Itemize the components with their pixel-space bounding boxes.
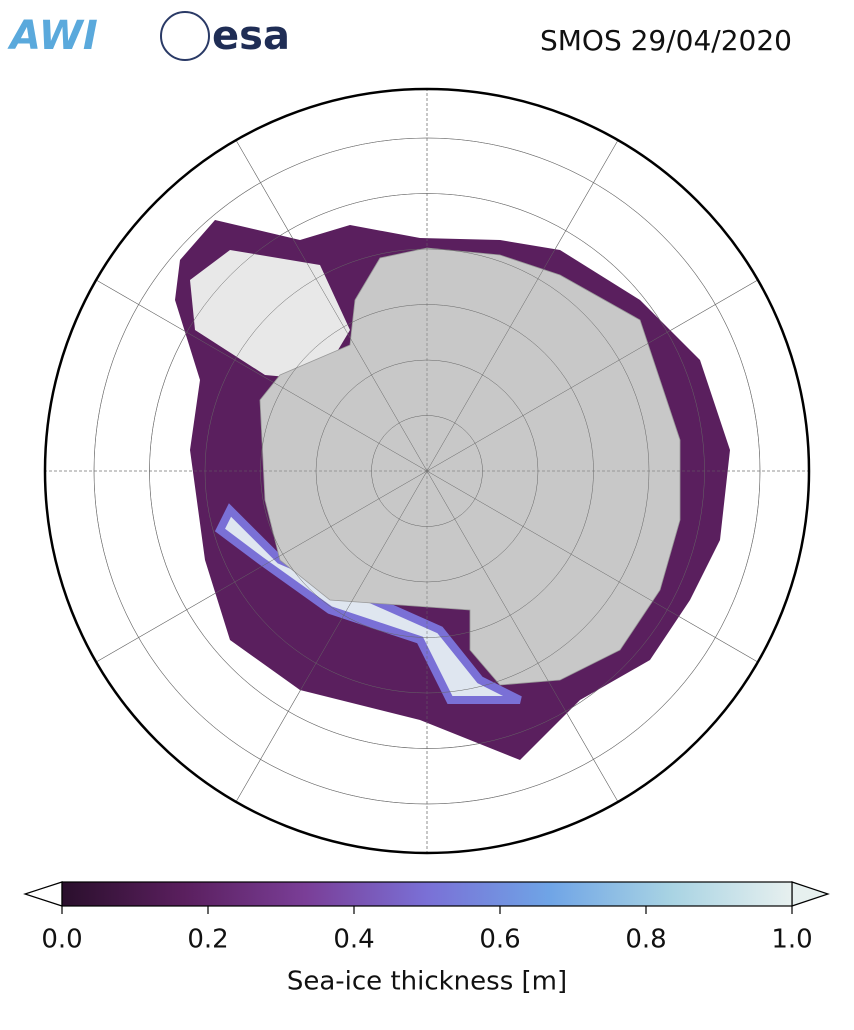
meridian — [226, 470, 428, 818]
colorbar-extend-low — [23, 881, 63, 907]
colorbar-tick-label: 0.2 — [187, 925, 228, 955]
colorbar-tick-label: 0.4 — [333, 925, 374, 955]
meridian — [226, 124, 428, 472]
esa-logo: esa — [212, 13, 290, 59]
meridian — [80, 470, 428, 672]
colorbar-tick-label: 1.0 — [771, 925, 812, 955]
colorbar-tick-label: 0.0 — [41, 925, 82, 955]
awi-logo: AWI — [7, 13, 98, 59]
colorbar-label: Sea-ice thickness [m] — [287, 967, 567, 997]
meridian — [426, 270, 774, 472]
colorbar-extend-high — [791, 881, 830, 907]
meridian — [426, 470, 628, 818]
colorbar-tick-label: 0.6 — [479, 925, 520, 955]
map-title: SMOS 29/04/2020 — [540, 24, 792, 57]
sea-ice-thick — [214, 503, 522, 704]
colorbar-tick-label: 0.8 — [625, 925, 666, 955]
esa-emblem — [160, 11, 210, 61]
graticule — [45, 89, 809, 853]
meridian — [426, 470, 774, 672]
meridian — [426, 124, 628, 472]
meridian — [80, 270, 428, 472]
colorbar-ticks: 0.0 0.2 0.4 0.6 0.8 1.0 — [41, 906, 813, 955]
colorbar — [61, 881, 793, 907]
map-boundary — [43, 87, 811, 855]
map — [45, 89, 809, 853]
antarctica — [259, 247, 681, 686]
